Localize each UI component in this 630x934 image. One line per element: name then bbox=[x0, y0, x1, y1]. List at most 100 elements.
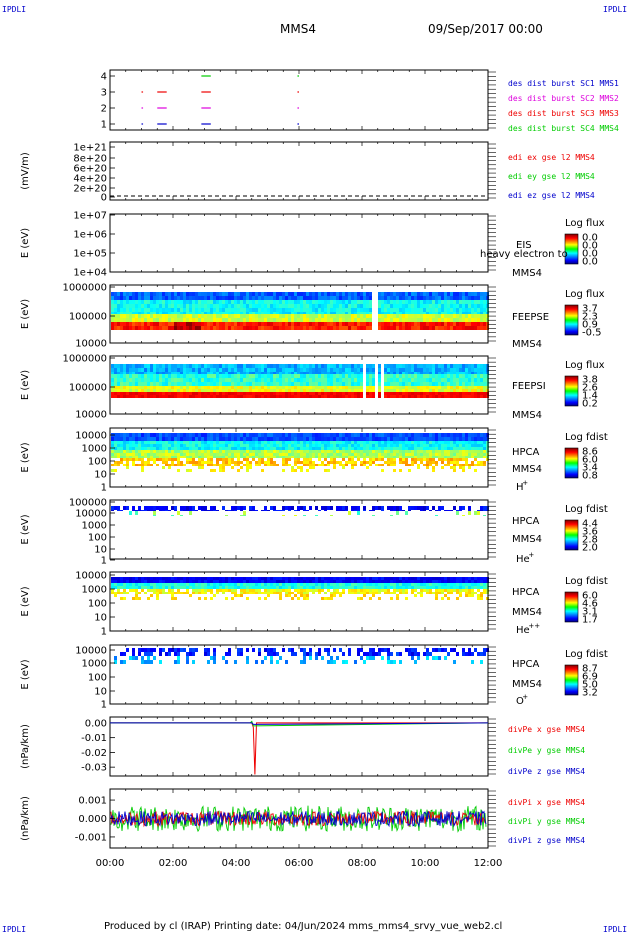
hpca-h-panel-cell bbox=[198, 444, 201, 447]
feepsi-panel-cell bbox=[126, 382, 129, 386]
hpca-h-panel-cell bbox=[291, 437, 294, 441]
feepsi-panel-cell bbox=[351, 389, 354, 392]
feepsi-panel-cell bbox=[159, 392, 162, 395]
feepse-panel-cell bbox=[162, 304, 165, 308]
hpca-h-panel-cell bbox=[204, 447, 207, 450]
feepse-panel-cell bbox=[228, 318, 231, 322]
feepsi-panel-cell bbox=[204, 382, 207, 386]
feepse-panel-cell bbox=[306, 300, 309, 304]
hpca-he-panel-cell bbox=[324, 510, 327, 511]
hpca-h-panel-cell bbox=[117, 456, 120, 458]
feepsi-panel-cell bbox=[174, 386, 177, 389]
hpca-h-panel-cell bbox=[396, 433, 399, 437]
feepse-panel-cell bbox=[111, 292, 114, 296]
feepsi-panel-cell bbox=[282, 392, 285, 395]
feepsi-panel-cell bbox=[255, 395, 258, 398]
hpca-hepp-panel-cell bbox=[114, 586, 117, 589]
header-spacecraft: MMS4 bbox=[280, 22, 316, 36]
feepse-panel-cell bbox=[243, 300, 246, 304]
feepse-panel-cell bbox=[333, 300, 336, 304]
hpca-he-panel-cell bbox=[372, 510, 375, 511]
feepsi-panel-cell bbox=[423, 395, 426, 398]
feepse-panel-cell bbox=[210, 300, 213, 304]
eis-panel-colorbar-title: Log flux bbox=[565, 218, 605, 229]
feepse-panel-cell bbox=[198, 304, 201, 308]
feepse-panel-cell bbox=[141, 314, 144, 318]
hpca-he-panel-cell bbox=[297, 510, 300, 511]
hpca-h-panel-cell bbox=[264, 461, 267, 464]
hpca-h-panel-cell bbox=[357, 447, 360, 450]
feepse-panel-cell bbox=[195, 292, 198, 296]
feepse-panel-cell bbox=[273, 296, 276, 300]
feepsi-panel-cell bbox=[426, 372, 429, 374]
hpca-h-panel-cell bbox=[234, 447, 237, 450]
hpca-h-panel-cell bbox=[333, 441, 336, 444]
hpca-hepp-panel-cell bbox=[267, 589, 270, 592]
feepsi-panel-cell bbox=[288, 364, 291, 368]
hpca-hepp-panel-cell bbox=[285, 577, 288, 580]
feepsi-panel-cell bbox=[465, 386, 468, 389]
feepse-panel-cell bbox=[174, 308, 177, 312]
feepsi-panel-cell bbox=[120, 374, 123, 378]
feepse-panel-cell bbox=[330, 304, 333, 308]
feepse-panel-cell bbox=[330, 318, 333, 322]
hpca-h-panel-cell bbox=[114, 453, 117, 456]
feepsi-panel-cell bbox=[378, 374, 381, 378]
hpca-he-panel-cell bbox=[111, 510, 114, 511]
feepse-panel-cell bbox=[315, 292, 318, 296]
hpca-h-panel-cell bbox=[120, 433, 123, 437]
feepsi-panel-cell bbox=[132, 374, 135, 378]
feepsi-panel-cell bbox=[243, 386, 246, 389]
feepse-panel-cell bbox=[144, 322, 147, 326]
hpca-he-panel-cell bbox=[180, 506, 183, 510]
hpca-he-panel-cell bbox=[153, 506, 156, 510]
hpca-he-panel-cell bbox=[210, 510, 213, 511]
feepse-panel-cell bbox=[408, 304, 411, 308]
hpca-h-panel-cell bbox=[213, 469, 216, 472]
feepsi-panel-cell bbox=[288, 378, 291, 382]
feepsi-panel-cell bbox=[138, 374, 141, 378]
hpca-h-panel-cell bbox=[387, 433, 390, 437]
feepse-panel-cell bbox=[360, 326, 363, 330]
hpca-h-panel-cell bbox=[354, 437, 357, 441]
hpca-h-panel-cell bbox=[381, 458, 384, 461]
feepse-panel-cell bbox=[324, 308, 327, 312]
hpca-h-panel-cell bbox=[213, 437, 216, 441]
hpca-h-panel-cell bbox=[471, 433, 474, 437]
hpca-hepp-panel-cell bbox=[192, 592, 195, 594]
hpca-h-panel-cell bbox=[333, 433, 336, 437]
feepse-panel-cell bbox=[267, 326, 270, 330]
feepsi-panel-cell bbox=[480, 374, 483, 378]
feepse-panel-cell bbox=[282, 292, 285, 296]
feepsi-panel-cell bbox=[255, 382, 258, 386]
feepse-panel-cell bbox=[429, 296, 432, 300]
feepse-panel-cell bbox=[429, 300, 432, 304]
feepse-panel-cell bbox=[348, 312, 351, 314]
hpca-h-panel-cell bbox=[282, 450, 285, 453]
hpca-h-panel-cell bbox=[198, 456, 201, 458]
hpca-hepp-panel-cell bbox=[243, 577, 246, 580]
feepsi-panel-cell bbox=[339, 382, 342, 386]
hpca-h-panel-cell bbox=[204, 450, 207, 453]
hpca-h-panel-cell bbox=[249, 441, 252, 444]
hpca-h-panel-cell bbox=[183, 456, 186, 458]
feepse-panel-cell bbox=[405, 304, 408, 308]
hpca-h-panel-cell bbox=[186, 456, 189, 458]
feepsi-panel-cell bbox=[150, 372, 153, 374]
feepsi-panel-cell bbox=[309, 392, 312, 395]
feepse-panel-cell bbox=[378, 312, 381, 314]
feepse-panel-cell bbox=[117, 304, 120, 308]
hpca-he-panel-cell bbox=[369, 510, 372, 511]
hpca-h-panel-cell bbox=[450, 437, 453, 441]
feepsi-panel-cell bbox=[351, 395, 354, 398]
hpca-h-panel-cell bbox=[333, 444, 336, 447]
feepse-panel-cell bbox=[456, 292, 459, 296]
feepsi-panel-cell bbox=[258, 386, 261, 389]
feepsi-panel-cell bbox=[396, 368, 399, 372]
hpca-h-panel-cell bbox=[246, 441, 249, 444]
feepse-panel-cell bbox=[399, 326, 402, 330]
feepsi-panel-cell bbox=[432, 372, 435, 374]
feepsi-panel-cell bbox=[174, 364, 177, 368]
hpca-hepp-panel-cell bbox=[111, 589, 114, 592]
feepse-panel-cell bbox=[135, 326, 138, 330]
